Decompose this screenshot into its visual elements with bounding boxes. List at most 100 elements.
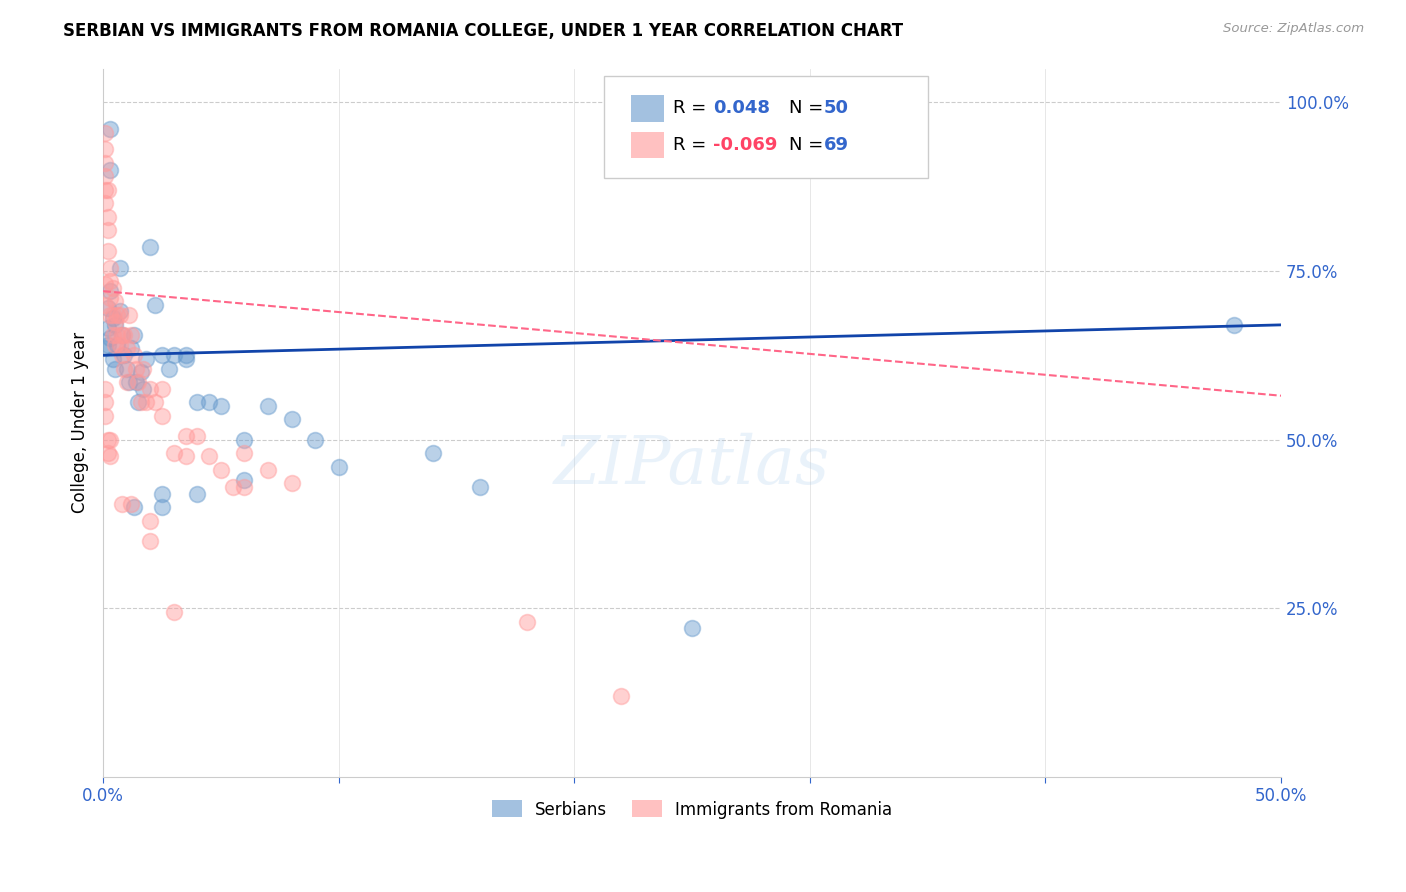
Point — [174, 450, 197, 464]
Point — [120, 342, 142, 356]
Point — [1223, 318, 1246, 332]
Point — [108, 338, 131, 352]
Point — [97, 321, 120, 335]
Point — [150, 486, 173, 500]
Point — [111, 328, 134, 343]
Point — [94, 126, 117, 140]
Point — [98, 433, 121, 447]
Point — [105, 328, 128, 343]
Point — [97, 301, 120, 315]
Point — [280, 476, 302, 491]
Point — [94, 342, 117, 356]
Text: ZIPatlas: ZIPatlas — [554, 433, 830, 498]
Point — [129, 365, 152, 379]
Point — [118, 375, 141, 389]
Point — [97, 338, 120, 352]
Text: 69: 69 — [824, 136, 849, 154]
Point — [198, 395, 221, 409]
Point — [98, 291, 121, 305]
Text: SERBIAN VS IMMIGRANTS FROM ROMANIA COLLEGE, UNDER 1 YEAR CORRELATION CHART: SERBIAN VS IMMIGRANTS FROM ROMANIA COLLE… — [63, 22, 904, 40]
Point — [129, 395, 152, 409]
Point — [209, 399, 232, 413]
Point — [135, 395, 157, 409]
Point — [94, 183, 117, 197]
Point — [98, 122, 121, 136]
Point — [105, 338, 128, 352]
Point — [150, 348, 173, 362]
Point — [97, 244, 120, 258]
Point — [101, 311, 124, 326]
Point — [120, 328, 142, 343]
Point — [94, 156, 117, 170]
Bar — [631, 95, 664, 121]
Point — [139, 240, 162, 254]
Point — [186, 486, 208, 500]
Text: 0.048: 0.048 — [713, 99, 770, 117]
Point — [108, 304, 131, 318]
Point — [163, 605, 186, 619]
Point — [257, 463, 280, 477]
Point — [122, 500, 145, 514]
Point — [127, 395, 149, 409]
Point — [115, 342, 138, 356]
Point — [174, 429, 197, 443]
Point — [98, 260, 121, 275]
Point — [468, 480, 491, 494]
Point — [101, 281, 124, 295]
Point — [257, 399, 280, 413]
Point — [115, 375, 138, 389]
Point — [94, 409, 117, 423]
Point — [233, 433, 256, 447]
Point — [125, 375, 148, 389]
Point — [94, 382, 117, 396]
Point — [105, 308, 128, 322]
Point — [112, 348, 135, 362]
Point — [233, 480, 256, 494]
Point — [98, 308, 121, 322]
Point — [139, 382, 162, 396]
Point — [143, 298, 166, 312]
Point — [186, 395, 208, 409]
Point — [143, 395, 166, 409]
Point — [221, 480, 243, 494]
Point — [233, 446, 256, 460]
Text: N =: N = — [789, 99, 828, 117]
Point — [94, 196, 117, 211]
Point — [94, 169, 117, 184]
Point — [97, 183, 120, 197]
Point — [127, 375, 149, 389]
Point — [98, 274, 121, 288]
Point — [157, 361, 180, 376]
Point — [139, 533, 162, 548]
Point — [115, 361, 138, 376]
Point — [94, 395, 117, 409]
Text: 50: 50 — [824, 99, 849, 117]
Point — [150, 409, 173, 423]
Point — [135, 351, 157, 366]
Point — [98, 162, 121, 177]
Point — [610, 689, 633, 703]
Point — [104, 318, 127, 332]
Point — [111, 497, 134, 511]
Text: R =: R = — [673, 99, 718, 117]
Text: N =: N = — [789, 136, 828, 154]
Point — [174, 348, 197, 362]
Point — [101, 351, 124, 366]
Point — [233, 473, 256, 487]
Point — [108, 260, 131, 275]
Text: Source: ZipAtlas.com: Source: ZipAtlas.com — [1223, 22, 1364, 36]
Point — [118, 308, 141, 322]
Point — [132, 361, 155, 376]
Point — [132, 382, 155, 396]
Point — [112, 328, 135, 343]
Point — [108, 308, 131, 322]
Point — [125, 361, 148, 376]
Point — [97, 210, 120, 224]
Point — [104, 314, 127, 328]
Point — [163, 348, 186, 362]
Point — [98, 284, 121, 298]
Point — [150, 500, 173, 514]
Point — [112, 361, 135, 376]
Point — [111, 328, 134, 343]
Point — [101, 308, 124, 322]
